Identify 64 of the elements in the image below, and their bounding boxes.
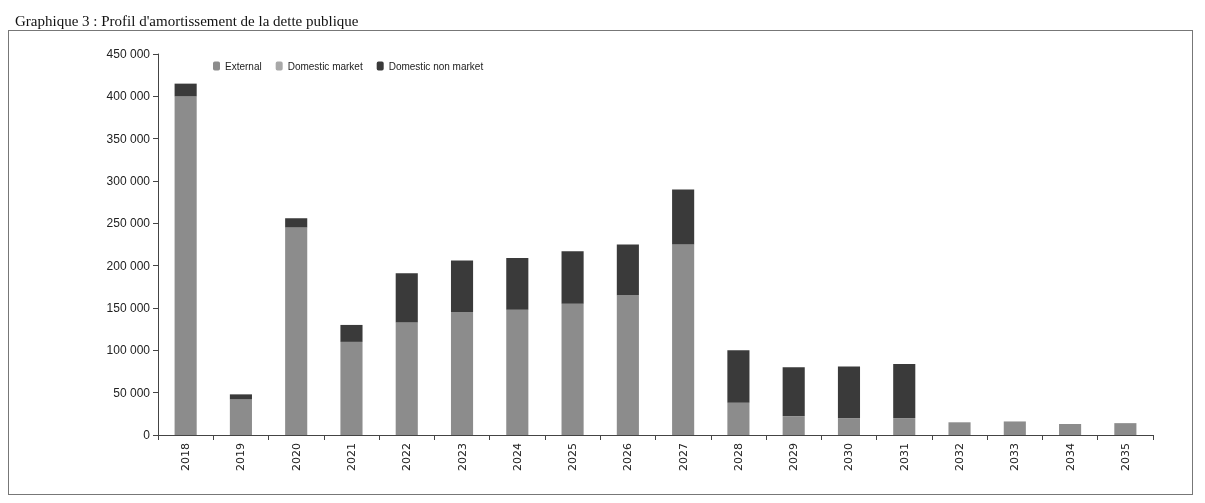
bar (395, 273, 418, 323)
x-tick-label: 2030 (842, 443, 856, 471)
bar (1114, 423, 1137, 435)
bar (561, 303, 584, 435)
y-tick-label: 350 000 (106, 131, 151, 146)
bar (229, 394, 252, 400)
y-tick-label: 200 000 (106, 258, 151, 273)
y-tick-label: 100 000 (106, 343, 151, 358)
x-tick-label: 2024 (510, 443, 524, 471)
chart-title: Graphique 3 : Profil d'amortissement de la dette publique (15, 12, 359, 29)
bar (727, 350, 750, 403)
x-tick-label: 2032 (953, 443, 967, 471)
y-tick-label: 300 000 (106, 174, 151, 188)
x-tick-label: 2026 (621, 443, 635, 471)
bar (285, 218, 308, 228)
y-tick-label: 0 (143, 428, 151, 442)
bar (506, 258, 529, 310)
bar (837, 366, 861, 419)
bar (782, 367, 805, 417)
bar (616, 295, 639, 435)
x-tick-label: 2027 (676, 443, 690, 471)
x-tick-label: 2031 (897, 443, 911, 471)
y-tick-label: 150 000 (106, 301, 151, 315)
bar (285, 227, 308, 435)
bar (893, 363, 916, 419)
x-tick-label: 2028 (731, 443, 745, 471)
x-tick-label: 2029 (787, 443, 801, 471)
bar (506, 309, 529, 435)
bar (672, 244, 695, 435)
bar (561, 251, 584, 304)
legend-label: External (225, 60, 262, 72)
y-tick-label: 400 000 (106, 89, 151, 104)
bar (450, 260, 474, 313)
bar (174, 83, 197, 97)
bar (616, 244, 639, 296)
x-tick-label: 2020 (289, 443, 303, 471)
bar (395, 322, 418, 435)
bar (450, 312, 474, 435)
y-tick-label: 450 000 (106, 47, 151, 61)
legend-label: Domestic non market (388, 60, 484, 72)
bar (340, 324, 363, 342)
x-tick-label: 2033 (1008, 443, 1022, 471)
x-tick-label: 2023 (455, 443, 469, 471)
bar (174, 96, 197, 435)
x-tick-label: 2035 (1118, 443, 1132, 471)
y-tick-label: 50 000 (113, 385, 151, 400)
bar (229, 399, 252, 435)
bar (672, 189, 695, 245)
bar (837, 418, 861, 435)
bar (1003, 421, 1026, 435)
bar (727, 402, 750, 435)
bar (893, 418, 916, 435)
x-tick-label: 2034 (1063, 443, 1077, 471)
x-tick-label: 2021 (344, 443, 358, 471)
bar (782, 416, 805, 435)
x-tick-label: 2022 (400, 443, 414, 471)
legend-label: Domestic market (287, 60, 363, 72)
bar (340, 341, 363, 435)
y-tick-label: 250 000 (106, 216, 151, 231)
x-tick-label: 2019 (234, 443, 248, 471)
x-tick-label: 2018 (179, 443, 193, 471)
bar (1059, 423, 1082, 435)
bar (948, 422, 971, 435)
x-tick-label: 2025 (566, 443, 580, 471)
